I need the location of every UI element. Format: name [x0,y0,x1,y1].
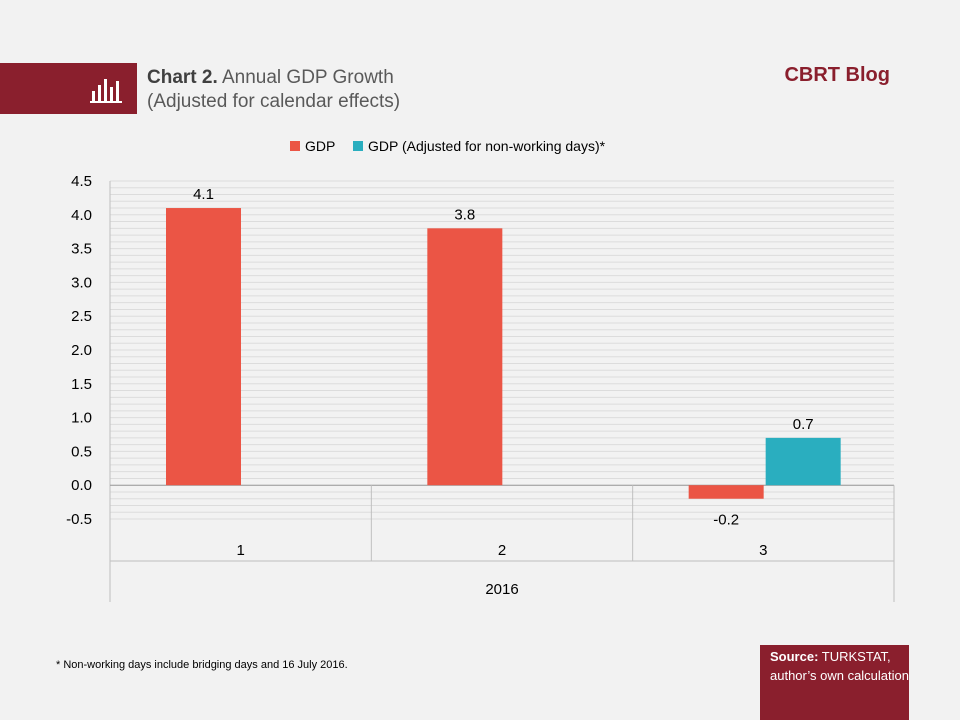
source-box: Source: TURKSTAT, author’s own calculati… [760,645,909,720]
y-tick-label: 3.0 [71,274,92,291]
bar-chart-icon [90,79,122,103]
footnote: * Non-working days include bridging days… [56,659,348,671]
y-tick-label: 1.5 [71,376,92,393]
y-tick-label: 3.5 [71,241,92,258]
data-label: 4.1 [193,186,214,203]
legend-label: GDP [305,138,335,154]
source-text: TURKSTAT, author’s own calculation [770,649,909,683]
y-tick-label: 0.0 [71,477,92,494]
x-group-label: 2016 [485,581,518,598]
bar-gdp [688,485,764,499]
chart-subtitle: (Adjusted for calendar effects) [147,91,401,112]
source-label: Source: [770,649,819,664]
header-band [0,63,137,114]
y-tick-label: -0.5 [66,511,92,528]
y-tick-label: 4.0 [71,207,92,224]
chart-title-text: Annual GDP Growth [221,67,394,88]
chart-title: Chart 2. Annual GDP Growth [147,66,394,90]
x-tick-label: 2 [498,542,506,559]
data-label: 3.8 [454,206,475,223]
y-tick-label: 2.5 [71,308,92,325]
legend-swatch [353,141,363,151]
bar-gdp [166,208,241,486]
x-tick-label: 1 [236,542,244,559]
y-tick-label: 1.0 [71,410,92,427]
y-tick-label: 2.0 [71,342,92,359]
data-label: -0.2 [713,512,739,529]
y-tick-label: 4.5 [71,173,92,190]
brand-label: CBRT Blog [784,64,890,86]
legend-label: GDP (Adjusted for non-working days)* [368,138,606,154]
legend-swatch [290,141,300,151]
data-label: 0.7 [793,416,814,433]
y-tick-label: 0.5 [71,443,92,460]
chart-number: Chart 2. [147,67,218,88]
bar-gdp-adjusted [765,437,841,486]
x-tick-label: 3 [759,542,767,559]
bar-gdp [427,228,503,486]
